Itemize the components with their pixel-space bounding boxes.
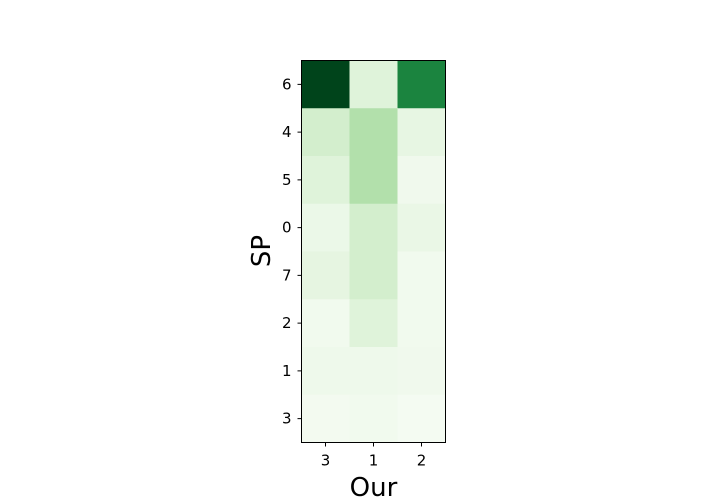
heatmap-cell: [349, 156, 398, 205]
heatmap-cells: [301, 60, 446, 443]
heatmap-cell: [397, 251, 446, 300]
y-axis-ticks: 6 4 5 0 7 2 1 3: [282, 75, 302, 428]
y-tick-label: 4: [282, 123, 292, 141]
y-tick-label: 1: [282, 362, 292, 380]
x-axis-ticks: 3 1 2: [321, 442, 427, 470]
y-tick-label: 0: [282, 219, 292, 237]
y-tick-label: 5: [282, 171, 292, 189]
heatmap-cell: [349, 60, 398, 109]
heatmap-cell: [349, 203, 398, 252]
heatmap-cell: [301, 299, 350, 348]
heatmap-cell: [397, 394, 446, 443]
x-tick-label: 1: [369, 452, 379, 470]
heatmap-cell: [301, 156, 350, 205]
heatmap-cell: [349, 394, 398, 443]
heatmap-cell: [397, 156, 446, 205]
x-tick-label: 3: [321, 452, 331, 470]
heatmap-cell: [301, 347, 350, 396]
y-axis-label: SP: [247, 235, 277, 267]
x-axis-label: Our: [350, 473, 398, 498]
heatmap-cell: [301, 394, 350, 443]
heatmap-cell: [301, 60, 350, 109]
heatmap-cell: [397, 347, 446, 396]
heatmap-cell: [397, 203, 446, 252]
heatmap-cell: [397, 60, 446, 109]
heatmap-cell: [301, 203, 350, 252]
heatmap-cell: [301, 251, 350, 300]
heatmap-cell: [349, 251, 398, 300]
y-tick-label: 3: [282, 410, 292, 428]
x-tick-label: 2: [417, 452, 427, 470]
y-tick-label: 2: [282, 314, 292, 332]
heatmap-cell: [397, 299, 446, 348]
y-tick-label: 7: [282, 266, 292, 284]
heatmap-cell: [349, 108, 398, 157]
heatmap-cell: [349, 347, 398, 396]
y-tick-label: 6: [282, 75, 292, 93]
heatmap-cell: [397, 108, 446, 157]
heatmap-cell: [349, 299, 398, 348]
heatmap-cell: [301, 108, 350, 157]
